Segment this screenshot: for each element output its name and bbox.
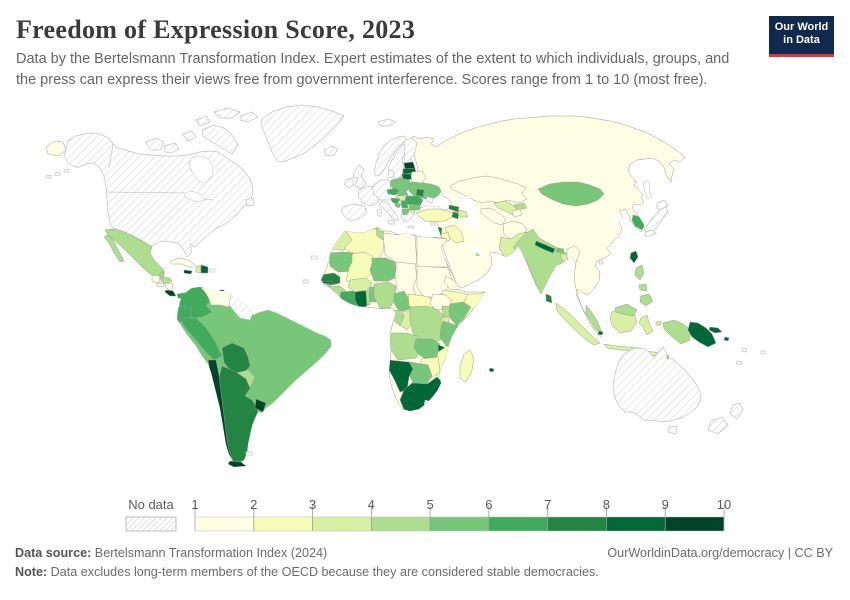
svg-text:7: 7 [544,497,551,512]
svg-text:8: 8 [603,497,610,512]
svg-text:3: 3 [309,497,316,512]
svg-text:6: 6 [485,497,492,512]
svg-text:2: 2 [250,497,257,512]
svg-text:4: 4 [368,497,375,512]
svg-text:5: 5 [426,497,433,512]
svg-text:1: 1 [191,497,198,512]
svg-text:10: 10 [717,497,731,512]
svg-text:No data: No data [128,497,174,512]
svg-text:9: 9 [662,497,669,512]
